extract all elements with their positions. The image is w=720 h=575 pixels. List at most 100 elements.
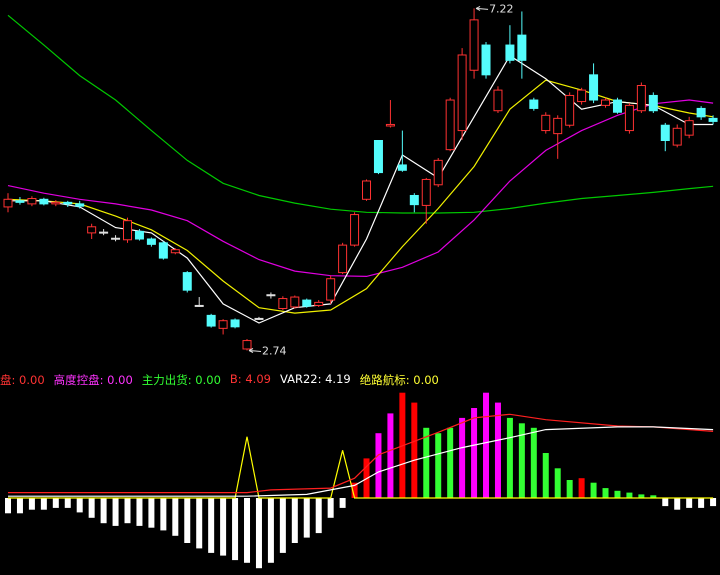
candle-body — [433, 159, 443, 186]
candle-body — [517, 34, 527, 61]
candle-body — [51, 201, 61, 205]
histogram-bar — [471, 408, 478, 498]
histogram-bar — [315, 498, 322, 534]
histogram-bar — [232, 498, 239, 561]
candle-body — [696, 107, 706, 118]
histogram-bar — [184, 498, 191, 543]
histogram-bar — [375, 433, 382, 498]
histogram-bar — [279, 498, 286, 553]
histogram-bar — [76, 498, 83, 513]
candle-body — [624, 104, 634, 132]
candle-body — [505, 44, 515, 61]
candle-body — [362, 180, 372, 200]
candle-body — [648, 94, 658, 112]
candle-body — [134, 230, 144, 240]
candle-body — [218, 320, 228, 329]
histogram-bar — [267, 498, 274, 563]
candle-body — [111, 237, 121, 240]
candle-body — [278, 298, 288, 309]
indicator-line — [8, 54, 714, 324]
candle-body — [445, 99, 455, 151]
histogram-bar — [327, 498, 334, 518]
candle-body — [254, 317, 264, 320]
candle-body — [636, 85, 646, 112]
histogram-bar — [686, 498, 693, 508]
histogram-bar — [64, 498, 71, 508]
legend-item: 盘: 0.00 — [0, 373, 45, 387]
histogram-bar — [483, 392, 490, 498]
histogram-bar — [291, 498, 298, 543]
candle-body — [373, 140, 383, 174]
histogram-bar — [650, 495, 657, 498]
candle-body — [326, 278, 336, 301]
candle-body — [684, 120, 694, 136]
candle-body — [577, 89, 587, 103]
histogram-bar — [255, 498, 262, 569]
histogram-bar — [160, 498, 167, 531]
histogram-bar — [5, 498, 12, 514]
candle-body — [457, 54, 467, 132]
histogram-bar — [614, 490, 621, 498]
histogram-bar — [52, 498, 59, 508]
candle-body — [302, 299, 312, 307]
candle-body — [206, 314, 216, 327]
candle-body — [565, 94, 575, 126]
histogram-bar — [88, 498, 95, 518]
candle-body — [660, 124, 670, 142]
histogram-bar — [435, 433, 442, 498]
histogram-bar — [590, 482, 597, 498]
indicator-line — [8, 436, 714, 499]
candle-body — [708, 117, 718, 122]
histogram-bar — [459, 417, 466, 498]
annotation-arrow — [475, 5, 489, 11]
candle-body — [99, 231, 109, 234]
annotation-label: 2.74 — [262, 344, 287, 357]
candle-body — [266, 294, 276, 297]
candle-body — [63, 201, 73, 205]
histogram-bar — [112, 498, 119, 526]
histogram-bar — [244, 498, 251, 563]
candle-body — [338, 244, 348, 274]
annotation-arrow — [248, 348, 262, 353]
histogram-bar — [16, 498, 23, 514]
candle-body — [601, 99, 611, 106]
histogram-bar — [602, 488, 609, 498]
histogram-bar — [423, 427, 430, 498]
candle-body — [409, 194, 419, 206]
histogram-bar — [387, 413, 394, 498]
candle-body — [39, 198, 49, 205]
histogram-bar — [196, 498, 203, 549]
candle-body — [469, 19, 479, 71]
histogram-bar — [674, 498, 681, 510]
histogram-bar — [148, 498, 155, 528]
histogram-bar — [542, 453, 549, 498]
candle-body — [385, 123, 395, 127]
histogram-bar — [136, 498, 143, 526]
indicator-line — [8, 426, 714, 497]
candle-body — [146, 238, 156, 245]
candle-body — [350, 214, 360, 246]
histogram-bar — [351, 482, 358, 498]
candle-body — [3, 198, 13, 208]
candle-body — [553, 117, 563, 135]
histogram-bar — [578, 478, 585, 498]
candle-body — [612, 99, 622, 113]
candle-body — [481, 44, 491, 76]
indicator-legend: 盘: 0.00 高度控盘: 0.00 主力出货: 0.00 B: 4.09 VAR22:… — [0, 372, 439, 388]
candle-body — [182, 272, 192, 291]
annotation-label: 7.22 — [489, 2, 513, 15]
candle-body — [541, 114, 551, 132]
histogram-bar — [494, 402, 501, 498]
candle-body — [230, 319, 240, 328]
histogram-bar — [566, 480, 573, 498]
candle-body — [493, 89, 503, 112]
histogram-bar — [124, 498, 131, 524]
candle-body — [194, 304, 204, 307]
histogram-bar — [40, 498, 47, 510]
histogram-bar — [626, 492, 633, 498]
histogram-bar — [28, 498, 35, 510]
candle-body — [170, 249, 180, 254]
histogram-bar — [411, 402, 418, 498]
